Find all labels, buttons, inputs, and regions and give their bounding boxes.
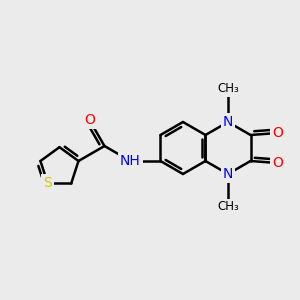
Text: N: N (223, 115, 233, 129)
Text: NH: NH (120, 154, 141, 168)
Text: CH₃: CH₃ (217, 82, 239, 95)
Text: N: N (223, 167, 233, 181)
Text: CH₃: CH₃ (217, 200, 239, 214)
Text: O: O (272, 156, 283, 170)
Text: S: S (43, 176, 52, 190)
Text: O: O (84, 113, 95, 127)
Text: O: O (272, 126, 283, 140)
